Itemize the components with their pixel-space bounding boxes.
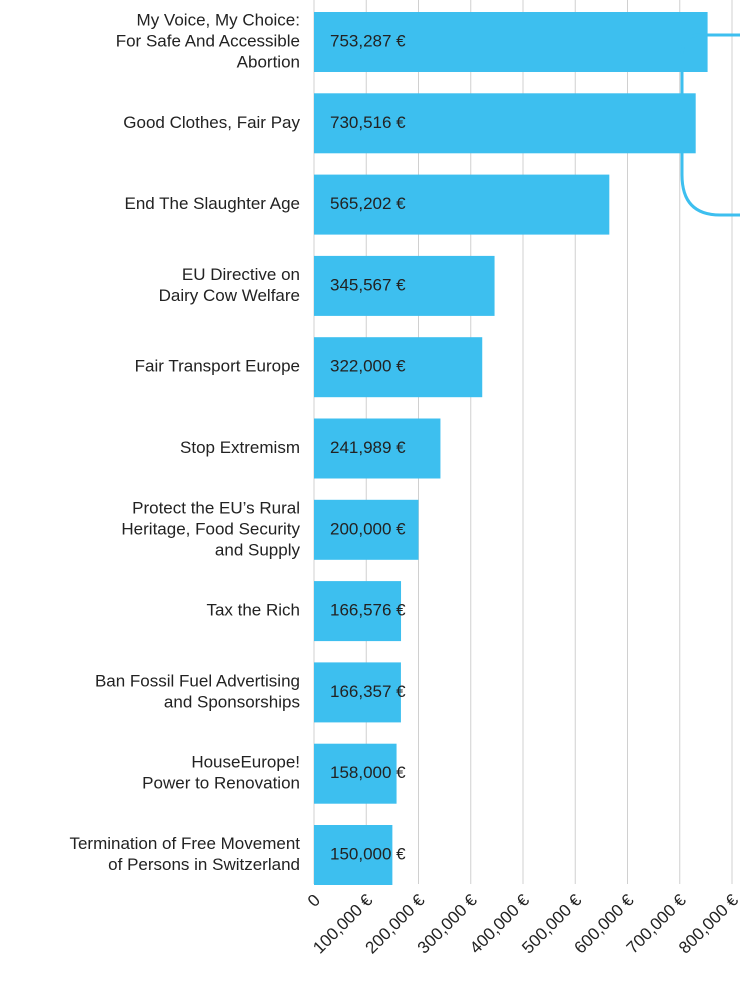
category-label: and Sponsorships xyxy=(164,692,300,711)
category-label: Dairy Cow Welfare xyxy=(159,286,300,305)
bar xyxy=(314,174,610,235)
value-label: 565,202 € xyxy=(330,194,406,213)
bars xyxy=(314,12,708,885)
value-label: 753,287 € xyxy=(330,31,406,50)
category-label: Good Clothes, Fair Pay xyxy=(123,113,300,132)
bar xyxy=(314,93,696,154)
value-label: 200,000 € xyxy=(330,519,406,538)
bar xyxy=(314,499,419,560)
category-label: of Persons in Switzerland xyxy=(108,855,300,874)
bar xyxy=(314,12,708,72)
category-label: Heritage, Food Security xyxy=(121,519,300,538)
bar xyxy=(314,418,441,479)
value-label: 158,000 € xyxy=(330,763,406,782)
category-label: and Supply xyxy=(215,540,301,559)
category-label: My Voice, My Choice: xyxy=(137,10,300,29)
value-label: 322,000 € xyxy=(330,357,406,376)
bracket xyxy=(680,33,740,217)
bar xyxy=(314,825,393,885)
category-label: End The Slaughter Age xyxy=(125,194,301,213)
value-label: 166,576 € xyxy=(330,601,406,620)
value-label: 166,357 € xyxy=(330,682,406,701)
category-label: Fair Transport Europe xyxy=(135,357,300,376)
category-label: Power to Renovation xyxy=(142,774,300,793)
category-label: For Safe And Accessible xyxy=(116,31,300,50)
category-label: Tax the Rich xyxy=(206,601,300,620)
value-label: 150,000 € xyxy=(330,844,406,863)
category-label: Ban Fossil Fuel Advertising xyxy=(95,671,300,690)
category-label: Termination of Free Movement xyxy=(69,834,300,853)
bar xyxy=(314,337,483,398)
category-label: Abortion xyxy=(237,52,300,71)
value-label: 730,516 € xyxy=(330,113,406,132)
x-tick-label: 0 xyxy=(304,891,324,911)
bar xyxy=(314,743,397,804)
category-label: Stop Extremism xyxy=(180,438,300,457)
bar xyxy=(314,662,401,723)
value-label: 241,989 € xyxy=(330,438,406,457)
category-label: HouseEurope! xyxy=(191,753,300,772)
bar xyxy=(314,255,495,316)
category-label: EU Directive on xyxy=(182,265,300,284)
value-label: 345,567 € xyxy=(330,275,406,294)
bar xyxy=(314,581,402,642)
category-label: Protect the EU’s Rural xyxy=(132,498,300,517)
